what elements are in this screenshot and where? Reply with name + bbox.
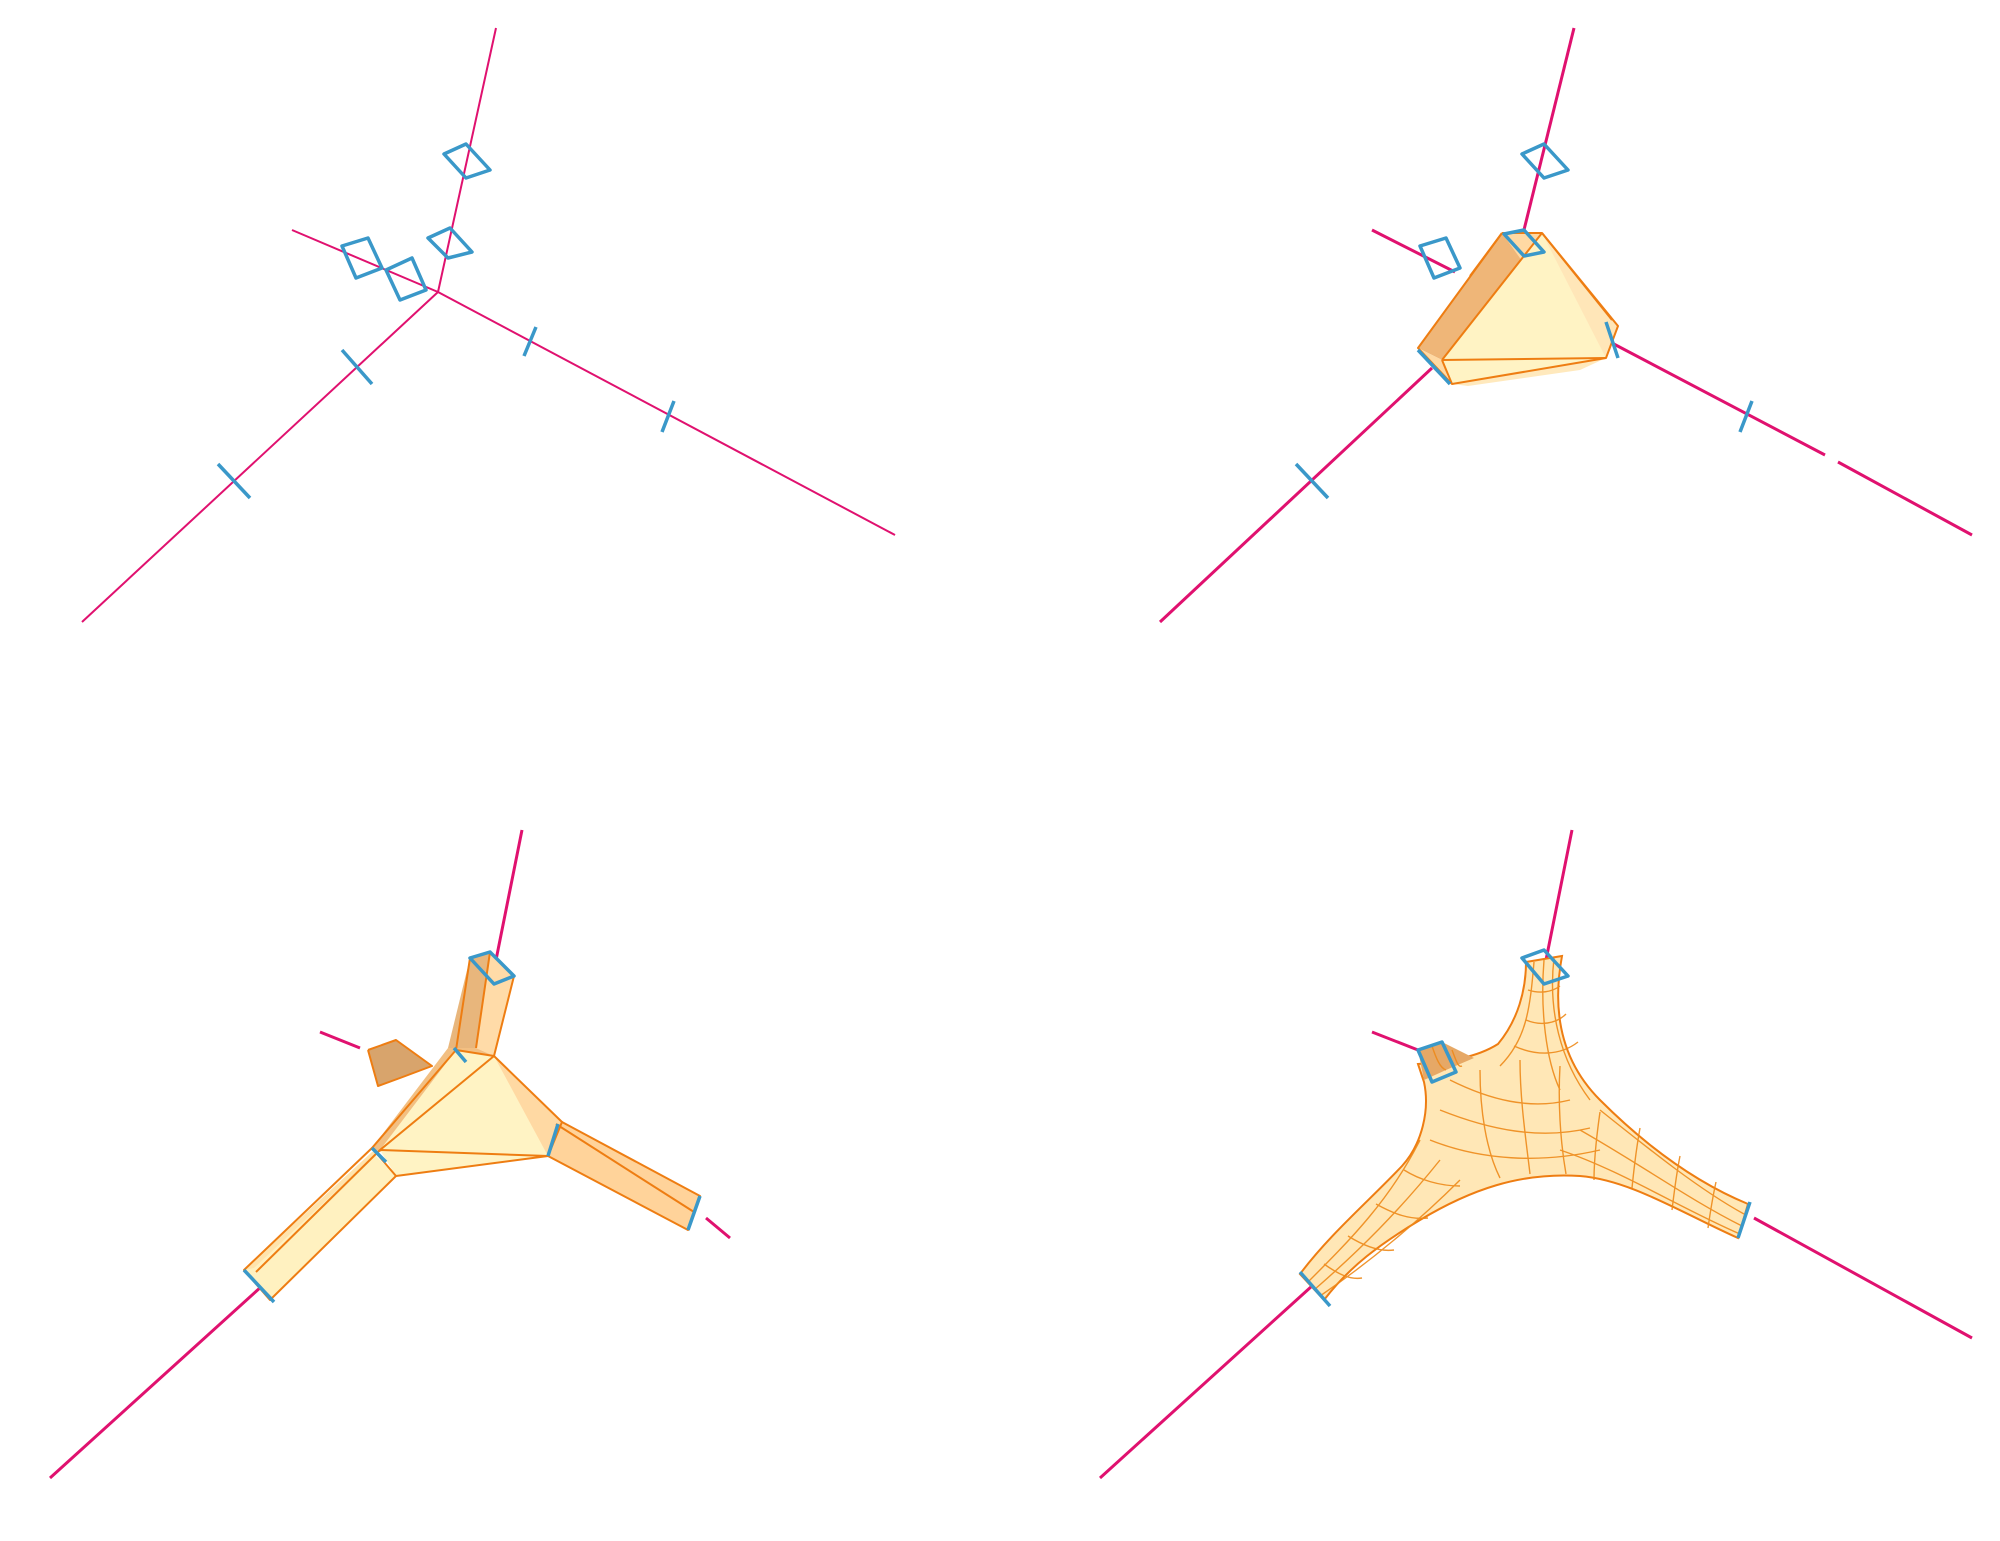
cross-section-profiles (242, 950, 702, 1304)
skeleton-line-right (1753, 1216, 1973, 1340)
skeleton-lines (1098, 829, 1973, 1480)
skeleton-line-left (1371, 228, 1456, 274)
profile-flat-down-1 (340, 348, 374, 386)
arm-left (368, 1040, 432, 1086)
skeleton-line-up (437, 27, 497, 293)
skeleton-line-down (1158, 366, 1434, 624)
skeleton-line-right (705, 1216, 731, 1240)
skeleton-line-right (1609, 340, 1826, 457)
skeleton-line-down (81, 291, 439, 623)
profile-square-node (1502, 228, 1546, 258)
profile-flat-down (1294, 462, 1330, 500)
arm-down-side (244, 1150, 380, 1270)
profile-flat-down (242, 1268, 276, 1304)
skeleton-lines (48, 829, 731, 1480)
cross-section-profiles (1298, 948, 1752, 1308)
profile-flat-right-1 (522, 326, 538, 357)
cross-section-profiles (216, 142, 676, 500)
profile-square-top (442, 142, 492, 180)
profile-square-mid (426, 226, 474, 260)
profile-node-right (546, 1123, 560, 1157)
profile-flat-down (1298, 1270, 1332, 1308)
hull-solid (1417, 232, 1619, 386)
panel-convex-hull (1158, 27, 1973, 624)
cross-section-profiles (1294, 142, 1754, 500)
profile-square-top (1520, 948, 1570, 986)
skeleton-line-right (437, 291, 896, 536)
skeleton-line-down (48, 1284, 264, 1480)
skeleton-line-left (291, 229, 439, 293)
profile-square-inner (384, 256, 428, 302)
profile-square-top (1520, 142, 1570, 180)
profile-square-top (468, 950, 516, 986)
skeleton-line-right-far (1837, 460, 1973, 537)
profile-square-left (340, 236, 384, 280)
profile-flat-right (1736, 1201, 1752, 1239)
profile-square-left (1416, 1040, 1458, 1084)
profile-node-left (452, 1046, 468, 1064)
skeleton-line-up (1520, 27, 1576, 239)
extruded-solid (243, 951, 701, 1301)
skeleton-line-up (494, 829, 524, 961)
arm-down (244, 1152, 396, 1300)
profile-flat-node-left (1416, 348, 1452, 386)
skeleton-lines (81, 27, 896, 623)
panel-skeleton (81, 27, 896, 623)
profile-flat-down-2 (216, 462, 252, 500)
smooth-surface (1298, 954, 1750, 1302)
skeleton-line-down (1098, 1284, 1314, 1480)
surface-back-arm (1418, 1042, 1474, 1080)
profile-flat-right (686, 1195, 702, 1231)
arm-right (548, 1122, 700, 1230)
node-right (494, 1056, 562, 1156)
panel-extruded (48, 829, 731, 1480)
skeleton-lines (1158, 27, 1973, 624)
profile-flat-right (1738, 400, 1754, 433)
mesh-lines (1307, 957, 1745, 1297)
skeleton-line-left (319, 1030, 361, 1050)
profile-square-left (1418, 236, 1462, 280)
hull-face-back-left (1418, 233, 1542, 360)
profile-flat-right-2 (660, 400, 676, 433)
profile-flat-node-right (1604, 321, 1620, 359)
skeleton-line-left (1371, 1030, 1419, 1052)
skeleton-line-up (1544, 829, 1574, 961)
profile-node-down (370, 1146, 388, 1164)
hull-face-right (1542, 233, 1618, 358)
panel-subdivided (1098, 829, 1973, 1480)
